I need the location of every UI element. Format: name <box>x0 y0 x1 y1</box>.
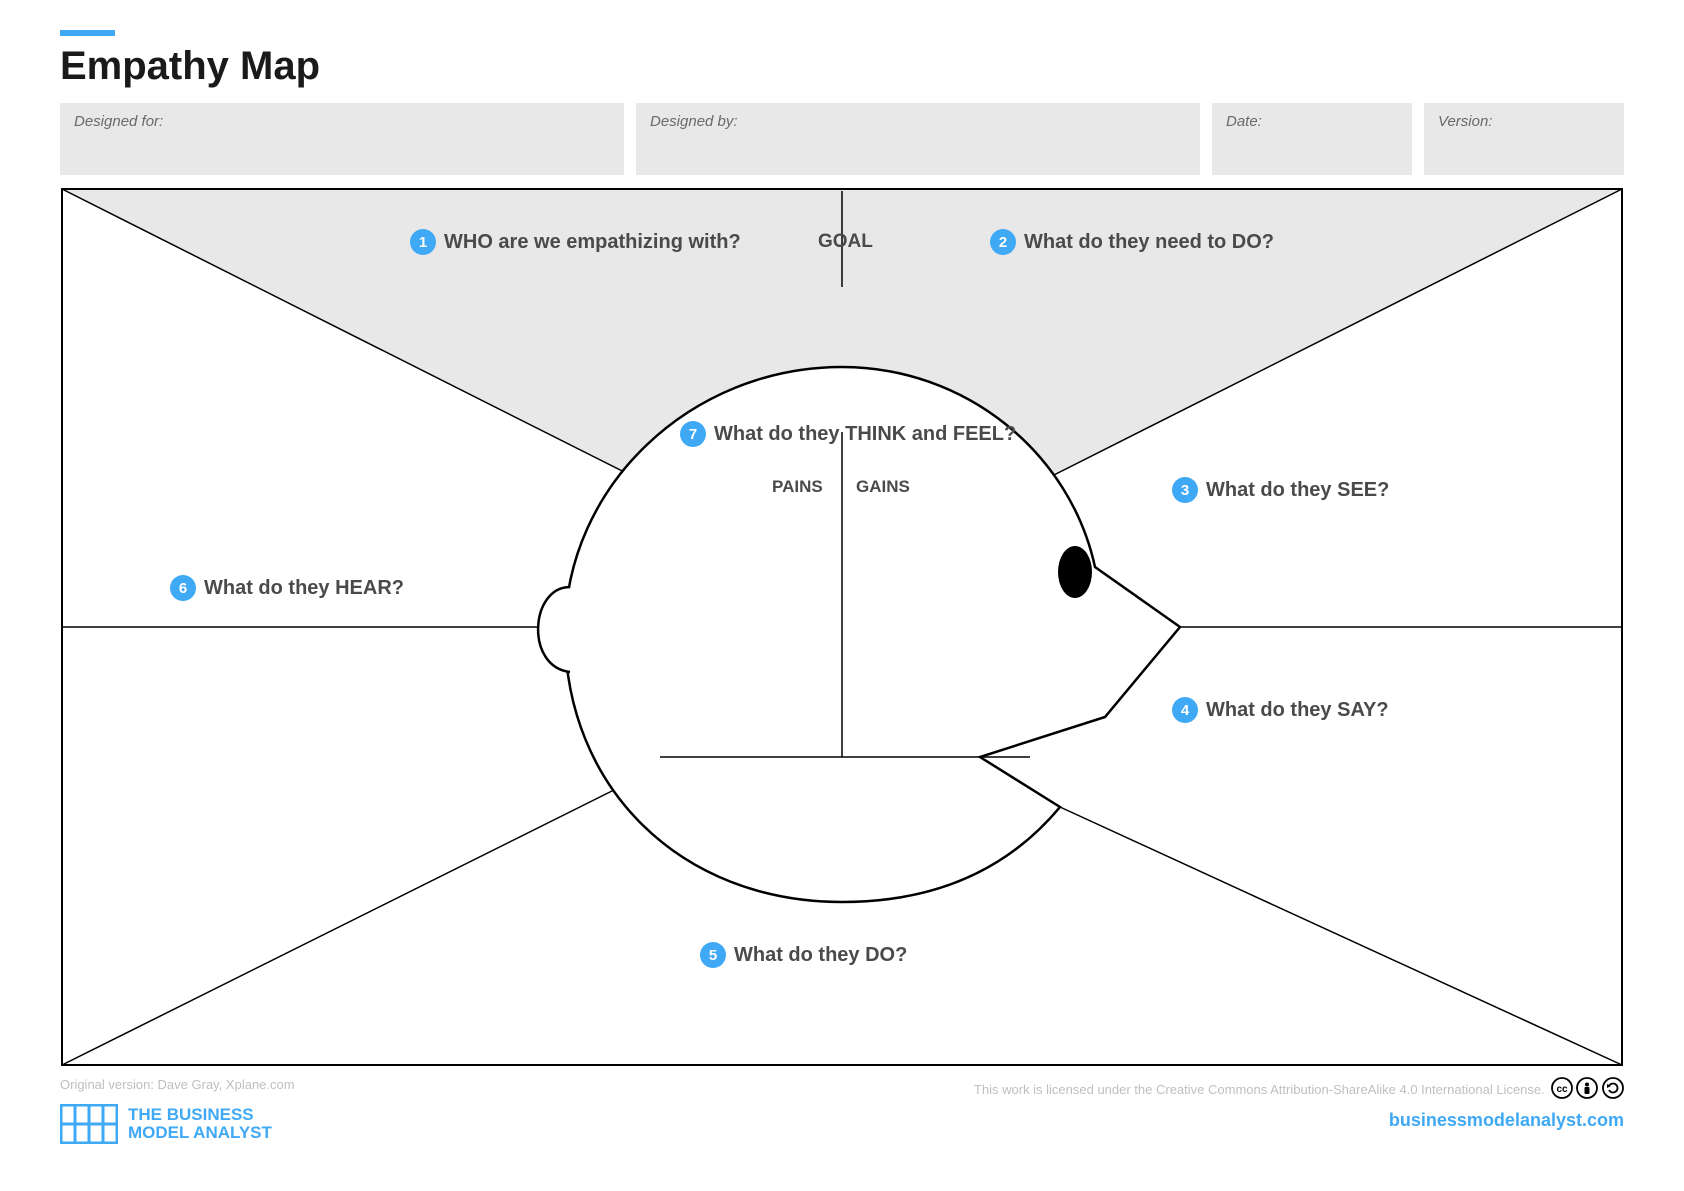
brand-line2: MODEL ANALYST <box>128 1124 272 1142</box>
section-3: 3 What do they SEE? <box>1172 477 1389 503</box>
meta-label: Designed by: <box>650 113 1186 130</box>
site-link[interactable]: businessmodelanalyst.com <box>1389 1110 1624 1131</box>
goal-label: GOAL <box>818 231 873 253</box>
badge-7: 7 <box>680 421 706 447</box>
brand-line1: THE BUSINESS <box>128 1106 272 1124</box>
label-4: What do they SAY? <box>1206 699 1389 722</box>
cc-icons: cc <box>1551 1077 1624 1102</box>
badge-4: 4 <box>1172 697 1198 723</box>
meta-version[interactable]: Version: <box>1424 103 1624 175</box>
badge-6: 6 <box>170 575 196 601</box>
badge-5: 5 <box>700 942 726 968</box>
section-4: 4 What do they SAY? <box>1172 697 1389 723</box>
brand: THE BUSINESS MODEL ANALYST <box>60 1104 295 1144</box>
label-1: WHO are we empathizing with? <box>444 231 741 254</box>
credit-text: Original version: Dave Gray, Xplane.com <box>60 1077 295 1092</box>
license-text: This work is licensed under the Creative… <box>974 1082 1545 1097</box>
badge-1: 1 <box>410 229 436 255</box>
meta-designed-by[interactable]: Designed by: <box>636 103 1200 175</box>
section-2: 2 What do they need to DO? <box>990 229 1274 255</box>
sa-icon <box>1602 1077 1624 1099</box>
label-5: What do they DO? <box>734 944 907 967</box>
meta-designed-for[interactable]: Designed for: <box>60 103 624 175</box>
gains-label: GAINS <box>856 477 910 497</box>
brand-logo-icon <box>60 1104 118 1144</box>
canvas-svg <box>60 187 1624 1067</box>
label-3: What do they SEE? <box>1206 479 1389 502</box>
meta-label: Version: <box>1438 113 1610 130</box>
empathy-canvas: 1 WHO are we empathizing with? GOAL 2 Wh… <box>60 187 1624 1067</box>
label-6: What do they HEAR? <box>204 577 404 600</box>
label-7: What do they THINK and FEEL? <box>714 423 1016 446</box>
accent-bar <box>60 30 115 36</box>
label-2: What do they need to DO? <box>1024 231 1274 254</box>
badge-3: 3 <box>1172 477 1198 503</box>
svg-text:cc: cc <box>1556 1084 1568 1095</box>
pains-label: PAINS <box>772 477 823 497</box>
badge-2: 2 <box>990 229 1016 255</box>
section-1: 1 WHO are we empathizing with? <box>410 229 741 255</box>
section-5: 5 What do they DO? <box>700 942 907 968</box>
meta-label: Designed for: <box>74 113 610 130</box>
section-6: 6 What do they HEAR? <box>170 575 404 601</box>
meta-row: Designed for: Designed by: Date: Version… <box>60 103 1624 175</box>
page-title: Empathy Map <box>60 44 1624 89</box>
meta-date[interactable]: Date: <box>1212 103 1412 175</box>
section-7: 7 What do they THINK and FEEL? <box>680 421 1016 447</box>
brand-text: THE BUSINESS MODEL ANALYST <box>128 1106 272 1142</box>
footer: Original version: Dave Gray, Xplane.com … <box>60 1077 1624 1144</box>
by-icon <box>1576 1077 1598 1099</box>
cc-icon: cc <box>1551 1077 1573 1099</box>
meta-label: Date: <box>1226 113 1398 130</box>
